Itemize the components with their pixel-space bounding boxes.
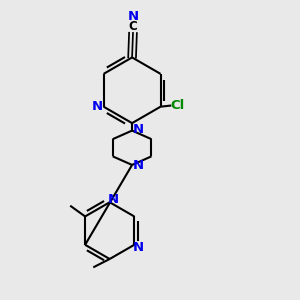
Text: C: C <box>129 20 137 33</box>
Text: N: N <box>133 124 144 136</box>
Text: N: N <box>108 193 119 206</box>
Text: Cl: Cl <box>171 99 185 112</box>
Text: N: N <box>92 100 103 113</box>
Text: N: N <box>133 241 144 254</box>
Text: N: N <box>128 10 139 23</box>
Text: N: N <box>133 159 144 172</box>
